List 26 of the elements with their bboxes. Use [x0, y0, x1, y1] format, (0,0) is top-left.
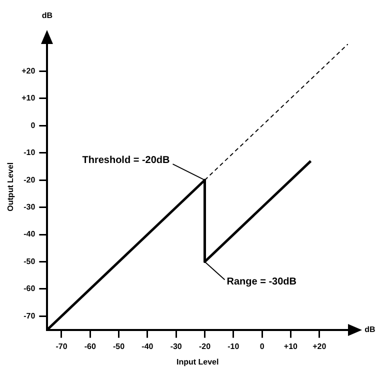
y-tick-label: -40	[24, 230, 36, 239]
y-tick-label: -60	[24, 284, 36, 294]
text: dB	[364, 325, 376, 334]
x-tick-label: -70	[56, 342, 68, 351]
y-tick-label: -70	[24, 311, 36, 320]
x-tick-label: -20	[198, 342, 212, 351]
x-tick-label: +10	[284, 342, 298, 351]
x-tick-label: -10	[228, 342, 240, 351]
text: dB	[42, 11, 53, 20]
y-tick-label: -20	[24, 175, 36, 184]
x-axis-title: Input Level	[176, 357, 219, 366]
x-tick-label: -30	[170, 342, 182, 351]
x-tick-label: -50	[113, 342, 126, 351]
y-axis-title: Output Level	[6, 162, 16, 212]
annotation: Range = -30dB	[226, 276, 296, 288]
annotation: Threshold = -20dB	[82, 154, 170, 166]
y-tick-label: +10	[22, 94, 36, 103]
x-tick-label: -60	[84, 342, 96, 351]
y-tick-label: -30	[24, 202, 36, 212]
x-tick-label: -40	[142, 342, 154, 351]
y-tick-label: 0	[30, 120, 36, 130]
y-tick-label: -50	[24, 256, 36, 266]
x-tick-label: 0	[260, 342, 265, 351]
x-tick-label: +20	[312, 342, 327, 351]
y-tick-label: +20	[22, 66, 36, 76]
y-tick-label: -10	[24, 148, 36, 158]
